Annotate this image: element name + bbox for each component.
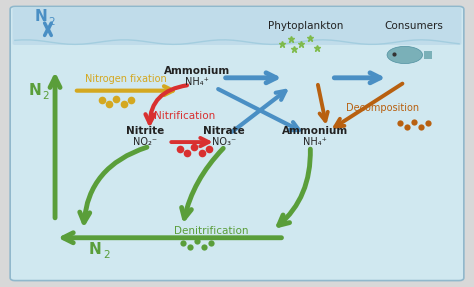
Text: N: N — [35, 9, 47, 24]
FancyBboxPatch shape — [12, 8, 462, 45]
Text: NH₄⁺: NH₄⁺ — [185, 77, 209, 87]
FancyArrow shape — [424, 51, 432, 59]
FancyBboxPatch shape — [10, 6, 464, 281]
Text: Decomposition: Decomposition — [346, 103, 419, 113]
Text: 2: 2 — [42, 91, 49, 101]
Text: Nitrification: Nitrification — [155, 111, 216, 121]
Text: Nitrate: Nitrate — [203, 126, 245, 136]
Text: 2: 2 — [103, 250, 109, 260]
Ellipse shape — [387, 46, 422, 63]
Text: Consumers: Consumers — [385, 22, 444, 31]
Text: NO₂⁻: NO₂⁻ — [133, 137, 157, 147]
Text: Ammonium: Ammonium — [282, 126, 348, 136]
Text: N: N — [28, 83, 41, 98]
Text: Phytoplankton: Phytoplankton — [268, 22, 343, 31]
Text: Denitrification: Denitrification — [174, 226, 248, 236]
Text: N: N — [89, 242, 101, 257]
Text: Nitrogen fixation: Nitrogen fixation — [85, 74, 167, 84]
Text: NO₃⁻: NO₃⁻ — [212, 137, 237, 147]
Text: 2: 2 — [48, 17, 55, 27]
Text: NH₄⁺: NH₄⁺ — [303, 137, 327, 147]
Text: Nitrite: Nitrite — [126, 126, 164, 136]
Text: Ammonium: Ammonium — [164, 66, 230, 76]
